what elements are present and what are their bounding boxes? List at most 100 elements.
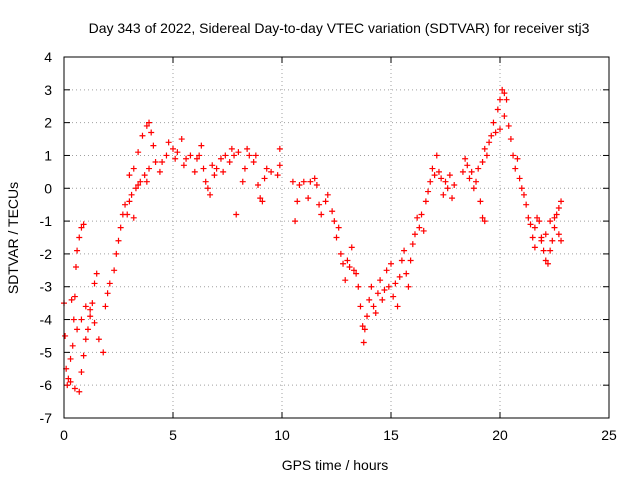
data-point xyxy=(372,309,379,316)
data-point xyxy=(396,273,403,280)
data-point xyxy=(183,155,190,162)
data-point xyxy=(449,195,456,202)
data-point xyxy=(385,283,392,290)
data-point xyxy=(80,221,87,228)
data-point xyxy=(516,175,523,182)
data-point xyxy=(459,168,466,175)
data-point xyxy=(91,319,98,326)
data-point xyxy=(403,270,410,277)
data-point xyxy=(102,303,109,310)
data-point xyxy=(322,198,329,205)
data-point xyxy=(137,178,144,185)
data-point xyxy=(198,142,205,149)
data-point xyxy=(146,119,153,126)
data-point xyxy=(222,152,229,159)
data-point xyxy=(163,152,170,159)
data-point xyxy=(76,388,83,395)
data-point xyxy=(239,178,246,185)
data-point xyxy=(128,191,135,198)
data-point xyxy=(250,159,257,166)
data-point xyxy=(180,162,187,169)
data-point xyxy=(505,122,512,129)
y-tick-label: -2 xyxy=(40,246,53,262)
data-point xyxy=(226,159,233,166)
data-point xyxy=(429,165,436,172)
data-point xyxy=(191,168,198,175)
plot-frame xyxy=(63,56,610,419)
data-point xyxy=(274,172,281,179)
x-tick-label: 15 xyxy=(383,427,399,443)
data-point xyxy=(300,178,307,185)
data-point xyxy=(442,178,449,185)
data-point xyxy=(76,234,83,241)
data-point xyxy=(143,122,150,129)
y-tick-label: -5 xyxy=(40,344,53,360)
data-point xyxy=(231,152,238,159)
data-point xyxy=(333,234,340,241)
data-point xyxy=(78,316,85,323)
data-point xyxy=(540,247,547,254)
data-point xyxy=(141,172,148,179)
data-point xyxy=(342,277,349,284)
data-point xyxy=(547,218,554,225)
data-point xyxy=(390,293,397,300)
data-point xyxy=(307,178,314,185)
data-point xyxy=(187,152,194,159)
data-point xyxy=(542,257,549,264)
data-point xyxy=(296,181,303,188)
x-tick-label: 0 xyxy=(60,427,68,443)
data-point xyxy=(268,168,275,175)
data-point xyxy=(475,165,482,172)
data-point xyxy=(106,280,113,287)
y-tick-label: 1 xyxy=(44,147,52,163)
data-point xyxy=(477,198,484,205)
data-point xyxy=(444,185,451,192)
data-point xyxy=(289,178,296,185)
data-point xyxy=(67,355,74,362)
data-point xyxy=(130,214,137,221)
data-point xyxy=(84,326,91,333)
data-point xyxy=(401,247,408,254)
data-point xyxy=(531,244,538,251)
data-point xyxy=(433,152,440,159)
data-point xyxy=(510,152,517,159)
data-point xyxy=(150,142,157,149)
data-point xyxy=(555,204,562,211)
data-point xyxy=(490,119,497,126)
data-point xyxy=(204,185,211,192)
data-point xyxy=(350,267,357,274)
data-point xyxy=(196,152,203,159)
data-point xyxy=(257,195,264,202)
data-point xyxy=(82,336,89,343)
data-point xyxy=(451,181,458,188)
data-point xyxy=(340,260,347,267)
data-point xyxy=(409,241,416,248)
data-point xyxy=(135,181,142,188)
data-point xyxy=(549,237,556,244)
data-point xyxy=(329,208,336,215)
data-point xyxy=(220,168,227,175)
data-point xyxy=(165,139,172,146)
data-point xyxy=(527,221,534,228)
data-point xyxy=(488,132,495,139)
data-point xyxy=(359,323,366,330)
data-point xyxy=(217,155,224,162)
data-point xyxy=(431,172,438,179)
data-point xyxy=(497,96,503,103)
data-point xyxy=(65,375,72,382)
data-point xyxy=(507,136,514,143)
y-tick-label: 3 xyxy=(44,82,52,98)
data-point xyxy=(241,165,248,172)
data-point xyxy=(82,303,89,310)
data-point xyxy=(435,168,442,175)
data-point xyxy=(377,277,384,284)
data-point xyxy=(74,247,81,254)
data-point xyxy=(71,385,78,392)
data-point xyxy=(156,168,163,175)
data-point xyxy=(536,218,543,225)
data-point xyxy=(374,290,381,297)
data-point xyxy=(394,303,401,310)
data-point xyxy=(261,175,268,182)
data-point xyxy=(555,231,562,238)
